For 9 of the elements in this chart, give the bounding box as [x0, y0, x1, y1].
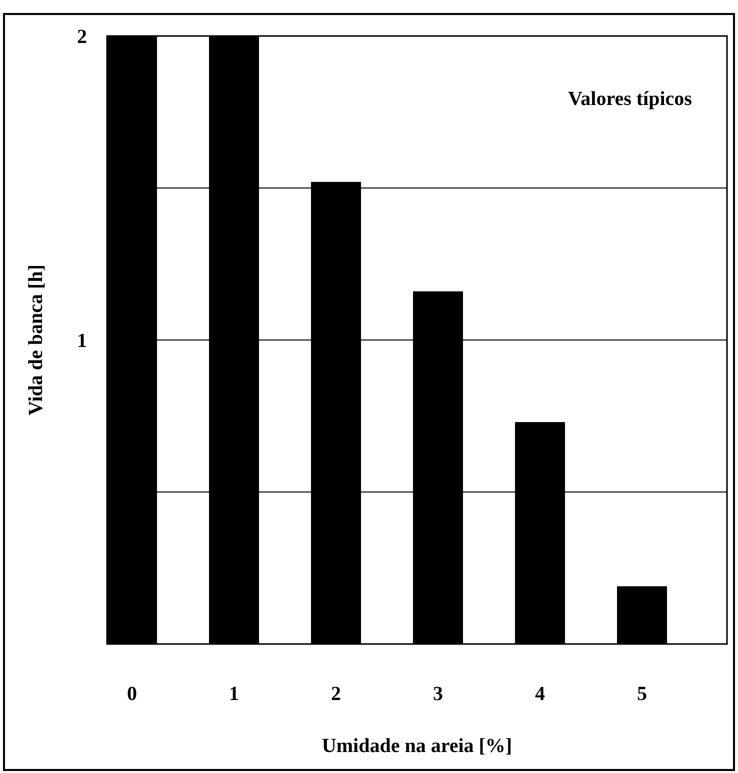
annotation: Valores típicos [568, 88, 692, 110]
x-axis-title: Umidade na areia [%] [322, 735, 512, 757]
x-tick-label: 0 [127, 683, 137, 705]
x-tick-label: 4 [535, 683, 545, 705]
x-tick-label: 2 [331, 683, 341, 705]
y-axis-title: Vida de banca [h] [25, 264, 47, 416]
x-tick-label: 1 [229, 683, 239, 705]
x-tick-label: 3 [433, 683, 443, 705]
x-tick-label: 5 [637, 683, 647, 705]
